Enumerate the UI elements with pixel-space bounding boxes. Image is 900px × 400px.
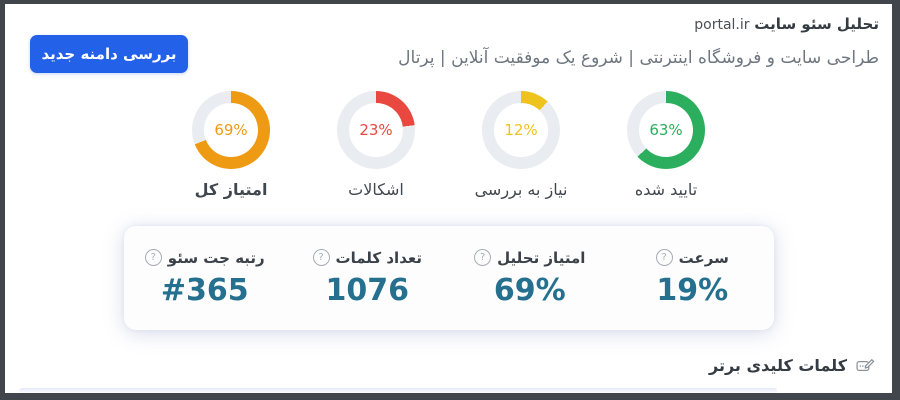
stat-jetseo-rank: رتبه جت سئو ? #365 <box>124 249 287 308</box>
donut-needs-review-label: نیاز به بررسی <box>474 180 568 199</box>
analyzed-domain: portal.ir <box>694 17 750 33</box>
page-title: تحلیل سئو سایت portal.ir <box>18 13 879 36</box>
stats-card: سرعت ? 19% امتیاز تحلیل ? 69% تعداد کلما… <box>123 226 774 330</box>
donut-needs-review-ring: 12% <box>482 91 560 169</box>
help-icon[interactable]: ? <box>474 249 492 266</box>
stat-analysis-score-label: امتیاز تحلیل <box>497 248 586 267</box>
stat-speed-value: 19% <box>656 272 729 308</box>
top-keywords-title: کلمات کلیدی برتر <box>709 355 847 375</box>
donut-approved: 63% تایید شده <box>623 91 709 199</box>
stat-word-count: تعداد کلمات ? 1076 <box>286 249 449 308</box>
donut-total-score-label: امتیاز کل <box>194 180 268 199</box>
page-title-text: تحلیل سئو سایت <box>754 15 879 33</box>
donut-issues-label: اشکالات <box>348 180 404 199</box>
site-meta-title: طراحی سایت و فروشگاه اینترنتی | شروع یک … <box>398 48 879 68</box>
donut-charts-row: 63% تایید شده 12% نیاز به بررسی 23% اشکا… <box>5 91 892 199</box>
check-new-domain-button[interactable]: بررسی دامنه جدید <box>30 35 188 73</box>
help-icon[interactable]: ? <box>144 249 162 266</box>
donut-approved-ring: 63% <box>627 91 705 169</box>
stat-word-count-label: تعداد کلمات <box>335 248 422 267</box>
donut-total-score-percent: 69% <box>214 121 248 139</box>
donut-issues-percent: 23% <box>359 121 393 139</box>
help-icon[interactable]: ? <box>655 249 673 266</box>
edit-note-icon <box>855 355 875 375</box>
stat-jetseo-rank-value: #365 <box>160 272 249 308</box>
stat-speed-label: سرعت <box>678 248 729 267</box>
stat-word-count-value: 1076 <box>325 272 410 308</box>
next-section-top-edge <box>19 388 777 393</box>
top-keywords-section-header: کلمات کلیدی برتر <box>5 355 892 375</box>
donut-total-score: 69% امتیاز کل <box>188 91 274 199</box>
donut-approved-percent: 63% <box>649 121 683 139</box>
donut-approved-label: تایید شده <box>634 180 698 199</box>
donut-needs-review: 12% نیاز به بررسی <box>475 91 567 199</box>
help-icon[interactable]: ? <box>312 249 330 266</box>
stat-analysis-score-value: 69% <box>493 272 566 308</box>
stat-speed: سرعت ? 19% <box>611 249 774 308</box>
donut-issues-ring: 23% <box>337 91 415 169</box>
donut-needs-review-percent: 12% <box>504 121 538 139</box>
stat-analysis-score: امتیاز تحلیل ? 69% <box>449 249 612 308</box>
donut-total-score-ring: 69% <box>192 91 270 169</box>
header: تحلیل سئو سایت portal.ir طراحی سایت و فر… <box>5 4 892 70</box>
donut-issues: 23% اشکالات <box>333 91 419 199</box>
stat-jetseo-rank-label: رتبه جت سئو <box>167 248 265 267</box>
